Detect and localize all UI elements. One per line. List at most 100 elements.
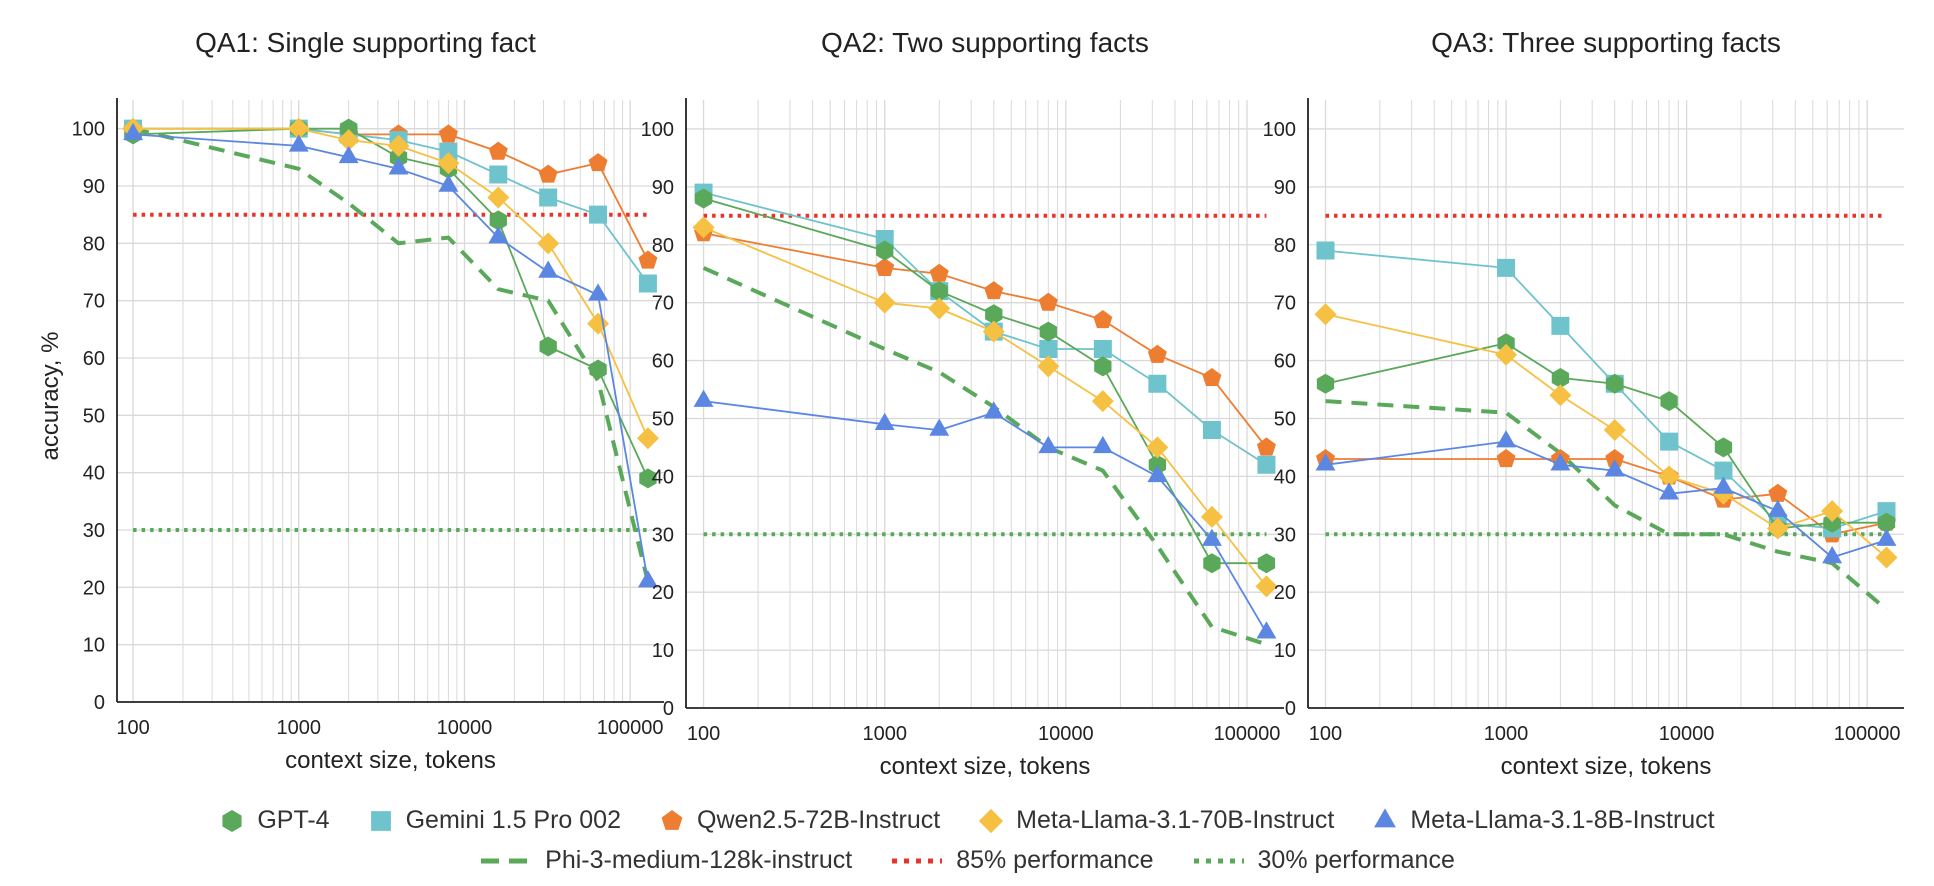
data-point-gemini-1-5-pro-002 [1660, 432, 1679, 451]
data-point-gemini-1-5-pro-002 [1551, 316, 1570, 335]
x-tick-label: 1000 [862, 723, 907, 745]
grid-lines [1308, 100, 1904, 708]
series-line-meta-llama-3-1-8b-instruct [703, 400, 1268, 634]
data-point-meta-llama-3-1-8b-instruct [983, 401, 1004, 419]
data-point-meta-llama-3-1-8b-instruct [338, 145, 359, 164]
y-tick-label: 100 [641, 119, 674, 141]
data-point-gpt-4 [1660, 391, 1678, 412]
data-point-gemini-1-5-pro-002 [1093, 339, 1112, 358]
data-point-qwen2-5-72b-instruct [875, 257, 895, 277]
data-point-meta-llama-3-1-8b-instruct [1315, 453, 1336, 471]
legend-label: Meta-Llama-3.1-70B-Instruct [1016, 806, 1335, 834]
chart-panel-2: 0 10 20 30 40 50 60 70 80 90 100 100 1000 10000 100000… [641, 27, 1284, 780]
data-point-meta-llama-3-1-70b-instruct [387, 134, 410, 157]
data-point-meta-llama-3-1-70b-instruct [1821, 500, 1844, 523]
x-axis-label: context size, tokens [880, 753, 1091, 780]
legend-label: Meta-Llama-3.1-8B-Instruct [1410, 806, 1715, 834]
data-point-gpt-4 [1606, 373, 1624, 394]
data-point-meta-llama-3-1-8b-instruct [1147, 464, 1168, 483]
y-tick-label: 30 [83, 520, 105, 542]
y-tick-label: 70 [83, 291, 105, 313]
y-tick-label: 0 [94, 692, 105, 714]
legend-item-meta-llama-3-1-70b-instruct: Meta-Llama-3.1-70B-Instruct [978, 806, 1334, 835]
chart-title: QA1: Single supporting fact [195, 27, 536, 58]
x-tick-label: 100 [116, 717, 149, 739]
series-phi-3-medium-128k-instruct [1325, 399, 1888, 612]
y-tick-label: 30 [652, 524, 674, 546]
x-tick-label: 10000 [437, 717, 493, 739]
y-tick-label: 100 [72, 119, 105, 141]
data-point-gpt-4 [1039, 321, 1057, 342]
data-point-meta-llama-3-1-70b-instruct [1200, 505, 1223, 528]
data-point-gemini-1-5-pro-002 [1148, 374, 1167, 393]
data-point-meta-llama-3-1-8b-instruct [693, 389, 714, 407]
data-point-meta-llama-3-1-8b-instruct [1876, 528, 1897, 546]
legend-label: Qwen2.5-72B-Instruct [697, 806, 941, 834]
chart-title: QA3: Three supporting facts [1431, 27, 1781, 58]
series-gpt-4 [694, 188, 1276, 574]
data-point-qwen2-5-72b-instruct [588, 153, 608, 172]
x-tick-label: 100000 [1214, 723, 1281, 745]
y-tick-label: 90 [83, 176, 105, 198]
legend-item-meta-llama-3-1-8b-instruct: Meta-Llama-3.1-8B-Instruct [1372, 806, 1715, 835]
data-point-gemini-1-5-pro-002 [539, 188, 558, 207]
x-tick-label: 100000 [1834, 723, 1901, 745]
hexagon-icon [222, 809, 242, 832]
data-point-meta-llama-3-1-70b-instruct [1603, 419, 1626, 442]
series-line-phi-3-medium-128k-instruct [132, 126, 650, 583]
data-point-qwen2-5-72b-instruct [438, 124, 458, 143]
y-tick-label: 40 [1274, 466, 1296, 488]
series-qwen2-5-72b-instruct [1315, 449, 1897, 543]
data-point-gemini-1-5-pro-002 [638, 274, 657, 293]
data-point-gpt-4 [876, 240, 894, 261]
dotted-line-icon [892, 858, 943, 863]
data-point-meta-llama-3-1-70b-instruct [1766, 517, 1789, 540]
data-point-meta-llama-3-1-8b-instruct [1822, 545, 1843, 564]
data-point-qwen2-5-72b-instruct [1147, 344, 1167, 363]
data-point-qwen2-5-72b-instruct [1202, 367, 1222, 387]
data-point-meta-llama-3-1-8b-instruct [929, 418, 950, 436]
y-tick-label: 50 [652, 408, 674, 430]
data-point-gpt-4 [1551, 367, 1570, 388]
data-point-meta-llama-3-1-70b-instruct [1146, 436, 1169, 459]
series-phi-3-medium-128k-instruct [132, 126, 650, 583]
data-point-meta-llama-3-1-70b-instruct [1091, 390, 1114, 413]
data-point-gemini-1-5-pro-002 [1202, 421, 1221, 440]
x-tick-label: 100 [1309, 723, 1342, 745]
series-line-gpt-4 [703, 197, 1267, 565]
data-point-gpt-4 [930, 281, 948, 302]
data-point-meta-llama-3-1-8b-instruct [1713, 476, 1734, 494]
y-tick-label: 10 [1274, 640, 1296, 662]
series-meta-llama-3-1-70b-instruct [1314, 303, 1898, 569]
legend-label: GPT-4 [257, 806, 330, 834]
legend-label: Phi-3-medium-128k-instruct [545, 846, 853, 874]
y-tick-label: 80 [83, 233, 105, 255]
y-tick-label: 20 [83, 577, 105, 599]
data-point-meta-llama-3-1-8b-instruct [588, 283, 609, 301]
data-point-meta-llama-3-1-70b-instruct [287, 117, 310, 140]
data-point-meta-llama-3-1-8b-instruct [1767, 499, 1788, 517]
y-tick-label: 0 [663, 698, 674, 720]
data-point-meta-llama-3-1-8b-instruct [1659, 482, 1680, 500]
series-line-phi-3-medium-128k-instruct [1325, 399, 1888, 612]
y-tick-label: 90 [652, 177, 674, 199]
data-point-meta-llama-3-1-70b-instruct [1314, 303, 1337, 326]
data-point-gpt-4 [639, 468, 657, 489]
data-point-meta-llama-3-1-70b-instruct [873, 291, 896, 314]
data-point-meta-llama-3-1-70b-instruct [487, 186, 510, 209]
data-point-meta-llama-3-1-70b-instruct [337, 129, 360, 152]
data-point-gpt-4 [539, 336, 557, 357]
legend-row-2: Phi-3-medium-128k-instruct 85% performanc… [0, 846, 1934, 875]
data-point-gemini-1-5-pro-002 [1257, 455, 1276, 474]
data-point-meta-llama-3-1-70b-instruct [587, 312, 610, 335]
data-point-qwen2-5-72b-instruct [984, 281, 1004, 300]
data-point-gpt-4 [1148, 454, 1167, 475]
data-point-qwen2-5-72b-instruct [1605, 449, 1625, 468]
series-meta-llama-3-1-8b-instruct [1315, 430, 1897, 564]
y-tick-label: 60 [83, 348, 105, 370]
y-tick-label: 60 [1274, 351, 1296, 373]
data-point-meta-llama-3-1-8b-instruct [288, 134, 309, 152]
data-point-meta-llama-3-1-70b-instruct [1875, 546, 1898, 569]
data-point-meta-llama-3-1-70b-instruct [692, 216, 715, 239]
data-point-meta-llama-3-1-70b-instruct [1549, 384, 1572, 407]
